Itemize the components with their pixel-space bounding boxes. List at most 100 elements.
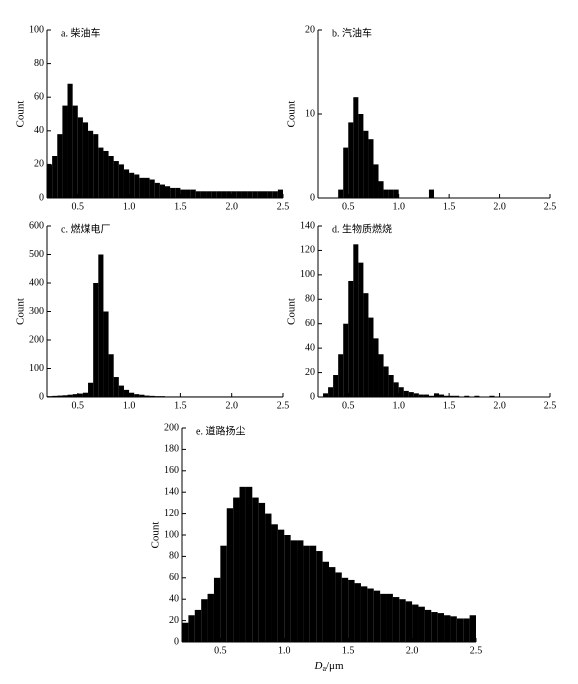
bar <box>341 577 349 642</box>
bar <box>62 395 68 397</box>
bar <box>437 613 445 642</box>
bar <box>388 189 394 198</box>
bar <box>265 513 272 642</box>
bar <box>57 134 63 198</box>
bar <box>383 366 389 397</box>
bar <box>185 189 191 198</box>
bar <box>180 189 186 198</box>
bar <box>423 394 429 397</box>
bar <box>213 577 221 642</box>
x-tick-label: 2.0 <box>225 201 238 212</box>
y-tick-label: 500 <box>29 249 44 260</box>
bar <box>144 395 150 397</box>
bar <box>195 191 201 198</box>
y-axis-label: Count <box>286 298 298 325</box>
bar <box>47 164 53 198</box>
bar <box>418 606 425 642</box>
bar <box>428 189 434 198</box>
bar <box>82 122 89 198</box>
y-tick-label: 140 <box>164 486 179 497</box>
bar <box>226 191 232 198</box>
x-tick-label: 0.5 <box>72 400 85 411</box>
bar <box>77 117 83 198</box>
x-tick-label: 0.5 <box>72 201 85 212</box>
x-tick-label: 2.5 <box>544 400 557 411</box>
bar <box>200 191 207 198</box>
x-tick-label: 2.5 <box>544 201 557 212</box>
bar <box>88 130 94 198</box>
bar <box>77 393 83 397</box>
bar <box>353 97 359 198</box>
bar <box>159 184 165 198</box>
bar <box>272 191 278 198</box>
y-tick-label: 20 <box>305 367 315 378</box>
bar <box>233 497 240 642</box>
bar <box>378 354 384 397</box>
bar <box>403 390 409 397</box>
bar <box>182 622 189 642</box>
x-tick-label: 1.0 <box>392 400 405 411</box>
y-tick-label: 100 <box>29 24 44 35</box>
bar <box>190 189 196 198</box>
bar <box>103 311 109 397</box>
bar <box>323 393 329 397</box>
bar <box>108 354 114 397</box>
bar <box>194 609 202 642</box>
bar <box>393 382 399 397</box>
y-tick-label: 60 <box>169 572 179 583</box>
bar <box>328 387 334 397</box>
x-tick-label: 1.0 <box>278 645 291 656</box>
bar <box>358 262 364 397</box>
bar <box>449 395 455 397</box>
bar <box>226 508 234 642</box>
bar <box>456 618 464 642</box>
x-tick-label: 2.0 <box>493 400 506 411</box>
y-tick-label: 100 <box>300 269 315 280</box>
bar <box>309 545 317 642</box>
bar <box>98 147 104 198</box>
x-tick-label: 1.5 <box>174 201 187 212</box>
y-tick-label: 80 <box>34 58 44 69</box>
bar <box>284 535 291 642</box>
bar <box>367 588 374 642</box>
bar <box>368 139 374 198</box>
bar <box>57 395 63 397</box>
y-tick-label: 300 <box>29 306 44 317</box>
panel-title: c. 燃煤电厂 <box>61 222 110 235</box>
bar <box>489 395 495 397</box>
x-tick-label: 2.0 <box>406 645 419 656</box>
bar <box>52 395 58 397</box>
bar <box>221 191 227 198</box>
bar <box>338 189 344 198</box>
y-tick-label: 0 <box>39 391 44 402</box>
bar <box>383 189 389 198</box>
x-tick-label: 2.5 <box>277 400 290 411</box>
bar <box>88 382 94 397</box>
bar <box>368 317 374 397</box>
bar <box>363 130 369 198</box>
bar <box>113 161 119 198</box>
y-tick-label: 140 <box>300 220 315 231</box>
bar <box>373 338 379 397</box>
bar <box>363 293 369 397</box>
bar <box>149 179 155 198</box>
bar <box>220 545 227 642</box>
bar <box>139 177 145 198</box>
y-tick-label: 100 <box>164 529 179 540</box>
x-tick-label: 2.5 <box>277 201 290 212</box>
bar <box>348 122 354 198</box>
y-tick-label: 40 <box>305 342 315 353</box>
bar <box>118 164 124 198</box>
x-tick-label: 0.5 <box>342 400 355 411</box>
bar <box>239 486 246 642</box>
bar <box>134 394 140 397</box>
bar <box>329 567 336 642</box>
bar <box>290 540 298 642</box>
y-tick-label: 120 <box>300 245 315 256</box>
bar <box>358 114 364 198</box>
panel-title: d. 生物质燃烧 <box>332 222 392 235</box>
bar <box>333 375 339 397</box>
bar <box>348 280 354 397</box>
bar <box>378 181 384 198</box>
